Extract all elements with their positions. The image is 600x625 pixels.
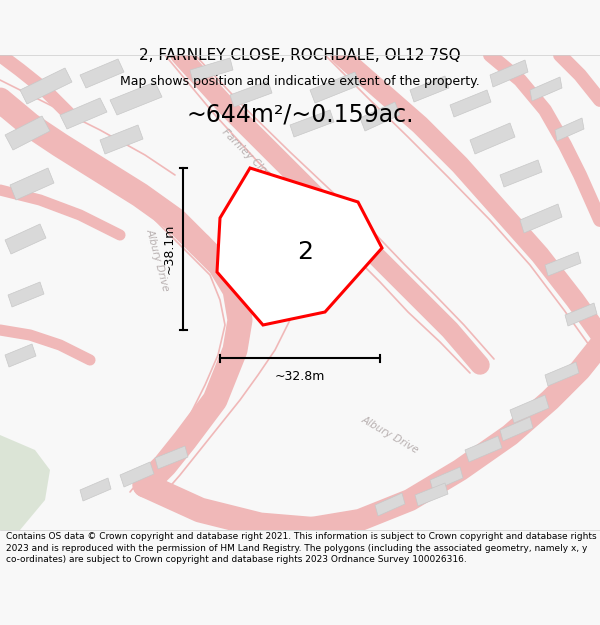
- Polygon shape: [290, 110, 334, 137]
- Polygon shape: [80, 59, 124, 88]
- Polygon shape: [310, 72, 360, 103]
- Polygon shape: [120, 462, 154, 487]
- Polygon shape: [217, 168, 382, 325]
- Text: Farnley Close: Farnley Close: [220, 127, 277, 183]
- Polygon shape: [5, 344, 36, 367]
- Polygon shape: [10, 168, 54, 200]
- Polygon shape: [0, 435, 50, 530]
- Polygon shape: [60, 98, 107, 129]
- Polygon shape: [520, 204, 562, 233]
- Polygon shape: [500, 417, 533, 441]
- Polygon shape: [565, 303, 597, 326]
- Polygon shape: [510, 395, 549, 423]
- Polygon shape: [465, 436, 502, 462]
- Polygon shape: [430, 467, 463, 491]
- Text: Albury Drive: Albury Drive: [359, 414, 421, 456]
- Polygon shape: [360, 102, 400, 131]
- Polygon shape: [450, 90, 491, 117]
- Polygon shape: [410, 76, 449, 102]
- Text: ~644m²/~0.159ac.: ~644m²/~0.159ac.: [186, 103, 414, 127]
- Polygon shape: [375, 493, 405, 516]
- Polygon shape: [555, 118, 584, 141]
- Polygon shape: [80, 478, 111, 501]
- Polygon shape: [415, 483, 448, 506]
- Polygon shape: [490, 60, 528, 87]
- Polygon shape: [5, 116, 50, 150]
- Polygon shape: [190, 58, 233, 82]
- Polygon shape: [530, 77, 562, 101]
- Polygon shape: [500, 160, 542, 187]
- Text: Albury Drive: Albury Drive: [145, 228, 171, 292]
- Text: Contains OS data © Crown copyright and database right 2021. This information is : Contains OS data © Crown copyright and d…: [6, 532, 596, 564]
- Text: 2, FARNLEY CLOSE, ROCHDALE, OL12 7SQ: 2, FARNLEY CLOSE, ROCHDALE, OL12 7SQ: [139, 48, 461, 63]
- Polygon shape: [5, 224, 46, 254]
- Text: ~32.8m: ~32.8m: [275, 369, 325, 382]
- Polygon shape: [20, 68, 72, 104]
- Polygon shape: [470, 123, 515, 154]
- Polygon shape: [155, 446, 188, 469]
- Polygon shape: [8, 282, 44, 307]
- Text: 2: 2: [297, 240, 313, 264]
- Polygon shape: [545, 252, 581, 276]
- Text: ~38.1m: ~38.1m: [163, 224, 176, 274]
- Polygon shape: [545, 362, 579, 386]
- Polygon shape: [110, 82, 162, 115]
- Polygon shape: [230, 81, 272, 107]
- Polygon shape: [100, 125, 143, 154]
- Text: Map shows position and indicative extent of the property.: Map shows position and indicative extent…: [120, 75, 480, 88]
